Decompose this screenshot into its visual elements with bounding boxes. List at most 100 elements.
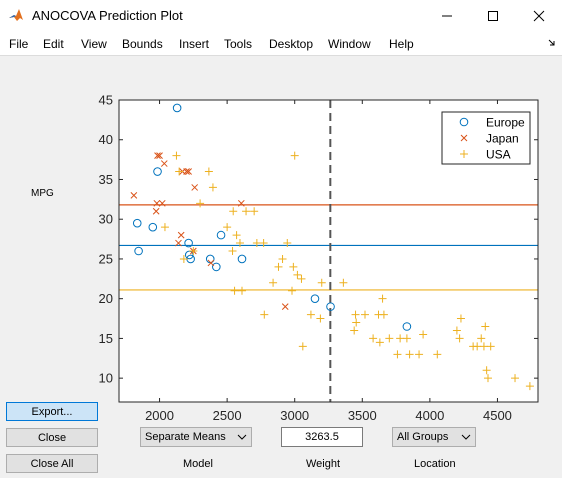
- point-japan: [207, 259, 215, 267]
- point-europe: [237, 254, 247, 264]
- point-usa: [316, 314, 325, 323]
- point-usa: [290, 151, 299, 160]
- x-tick-label: 2000: [145, 408, 174, 423]
- maximize-button[interactable]: [470, 0, 516, 31]
- point-japan: [281, 303, 289, 310]
- x-tick-label: 4000: [415, 408, 444, 423]
- model-select[interactable]: Separate Means: [140, 427, 252, 447]
- point-japan: [160, 160, 168, 167]
- point-usa: [230, 286, 239, 295]
- point-japan: [177, 231, 185, 239]
- minimize-button[interactable]: [424, 0, 470, 31]
- legend-label-usa: USA: [486, 148, 511, 162]
- close-window-button[interactable]: [516, 0, 562, 31]
- chevron-down-icon: [461, 434, 471, 440]
- location-select-value: All Groups: [397, 431, 449, 443]
- point-usa: [473, 342, 482, 351]
- point-usa: [232, 231, 241, 240]
- maximize-icon: [488, 10, 498, 21]
- point-usa: [482, 366, 491, 375]
- point-usa: [433, 350, 442, 359]
- point-usa: [250, 207, 259, 216]
- legend-box: [441, 111, 531, 165]
- point-usa: [242, 207, 251, 216]
- point-europe: [402, 322, 412, 331]
- y-tick-label: 10: [99, 371, 113, 386]
- window-title: ANOCOVA Prediction Plot: [32, 8, 183, 23]
- point-usa: [385, 334, 394, 343]
- point-usa: [269, 278, 278, 287]
- y-tick-label: 30: [99, 212, 113, 227]
- point-usa: [172, 151, 181, 160]
- menu-desktop[interactable]: Desktop: [269, 37, 314, 51]
- close-all-button[interactable]: Close All: [6, 454, 98, 473]
- y-tick-label: 25: [99, 251, 113, 266]
- menu-insert[interactable]: Insert: [179, 37, 210, 51]
- weight-input[interactable]: 3263.5: [281, 427, 363, 447]
- point-usa: [351, 310, 360, 319]
- y-axis-label: MPG: [31, 188, 54, 199]
- point-usa: [452, 326, 461, 335]
- menu-view[interactable]: View: [81, 37, 107, 51]
- point-usa: [235, 239, 244, 248]
- point-usa: [375, 338, 384, 347]
- point-europe: [326, 302, 335, 311]
- legend-marker-japan: [460, 134, 468, 142]
- point-usa: [479, 342, 488, 351]
- point-europe: [184, 238, 193, 248]
- location-select[interactable]: All Groups: [392, 427, 476, 447]
- close-button[interactable]: Close: [6, 428, 98, 447]
- point-usa: [237, 286, 246, 295]
- point-usa: [486, 342, 495, 351]
- plot-frame: [118, 99, 539, 403]
- menu-help[interactable]: Help: [389, 37, 414, 51]
- point-usa: [189, 247, 198, 255]
- point-japan: [158, 199, 166, 207]
- point-usa: [402, 334, 411, 343]
- point-usa: [283, 239, 292, 248]
- x-tick-label: 4500: [483, 408, 512, 423]
- point-europe: [132, 218, 142, 228]
- point-usa: [525, 382, 534, 391]
- model-caption: Model: [183, 458, 213, 470]
- point-europe: [216, 230, 226, 240]
- legend-marker-europe: [459, 117, 469, 127]
- point-usa: [415, 350, 424, 359]
- point-europe: [212, 262, 221, 272]
- point-usa: [260, 310, 269, 319]
- point-usa: [455, 334, 464, 343]
- point-usa: [229, 207, 238, 216]
- point-usa: [396, 334, 405, 343]
- point-usa: [369, 334, 378, 343]
- point-japan: [156, 152, 163, 159]
- menu-window[interactable]: Window: [328, 37, 371, 51]
- close-icon: [533, 10, 545, 21]
- menu-tools[interactable]: Tools: [224, 37, 253, 51]
- point-usa: [511, 374, 520, 383]
- menu-file[interactable]: File: [9, 37, 29, 51]
- point-usa: [289, 262, 298, 271]
- point-usa: [228, 247, 237, 255]
- menu-edit[interactable]: Edit: [43, 37, 64, 51]
- point-usa: [393, 350, 402, 359]
- point-usa: [483, 374, 492, 383]
- point-usa: [350, 326, 359, 335]
- point-usa: [196, 199, 205, 208]
- point-usa: [160, 223, 169, 232]
- y-tick-label: 40: [99, 132, 113, 147]
- point-europe: [148, 222, 158, 232]
- weight-caption: Weight: [306, 458, 341, 470]
- point-europe: [172, 103, 182, 113]
- point-usa: [481, 322, 490, 331]
- menu-bounds[interactable]: Bounds: [122, 37, 163, 51]
- y-tick-label: 20: [99, 291, 113, 306]
- point-europe: [310, 294, 320, 303]
- x-tick-label: 2500: [213, 408, 242, 423]
- point-usa: [259, 239, 268, 248]
- point-europe: [134, 246, 143, 256]
- menu-bar: File Edit View Bounds Insert Tools Deskt…: [0, 31, 562, 56]
- point-usa: [352, 318, 361, 327]
- matlab-logo-icon: [8, 7, 24, 23]
- export-button[interactable]: Export...: [6, 402, 98, 421]
- dock-arrow-icon[interactable]: [548, 39, 556, 47]
